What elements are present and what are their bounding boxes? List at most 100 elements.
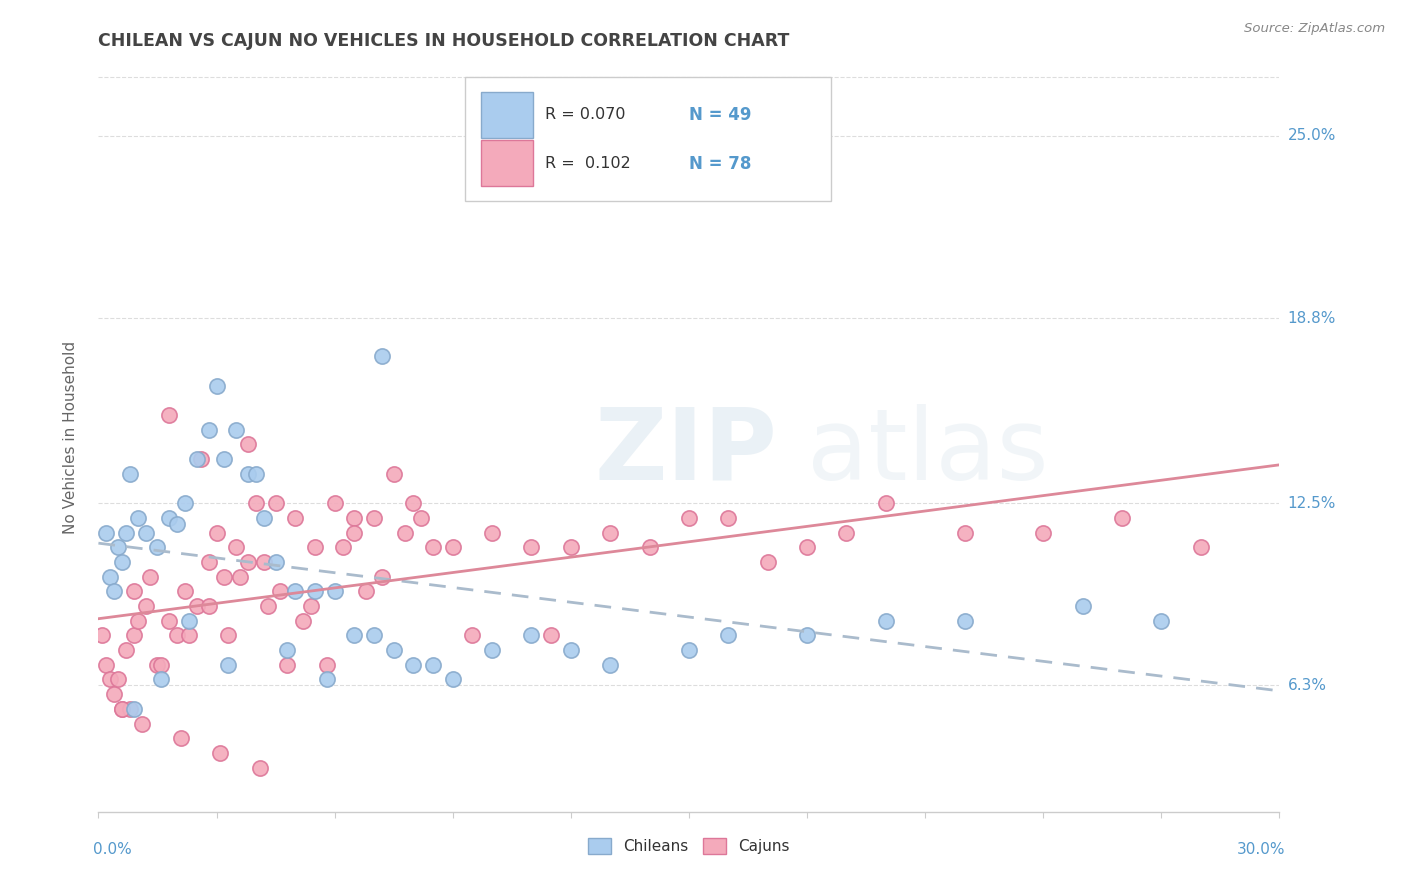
Text: N = 78: N = 78: [689, 154, 751, 172]
Point: [127, 614, 149, 628]
Point: [441, 541, 464, 555]
Point: [157, 511, 180, 525]
Point: [304, 541, 326, 555]
Text: CHILEAN VS CAJUN NO VEHICLES IN HOUSEHOLD CORRELATION CHART: CHILEAN VS CAJUN NO VEHICLES IN HOUSEHOL…: [98, 32, 790, 50]
Point: [678, 643, 700, 657]
Point: [540, 628, 562, 642]
Point: [253, 511, 276, 525]
Text: 6.3%: 6.3%: [1288, 678, 1327, 693]
Point: [236, 467, 259, 481]
Point: [276, 657, 298, 672]
Point: [343, 628, 366, 642]
Point: [402, 657, 425, 672]
Point: [138, 569, 160, 583]
Text: 0.0%: 0.0%: [93, 842, 131, 856]
Legend: Chileans, Cajuns: Chileans, Cajuns: [582, 832, 796, 860]
Y-axis label: No Vehicles in Household: No Vehicles in Household: [63, 341, 77, 533]
Point: [422, 541, 444, 555]
Point: [174, 584, 197, 599]
Point: [264, 496, 287, 510]
Point: [599, 657, 621, 672]
Point: [304, 584, 326, 599]
Point: [127, 511, 149, 525]
Point: [299, 599, 322, 613]
Point: [363, 511, 385, 525]
Point: [1071, 599, 1094, 613]
Point: [382, 643, 405, 657]
Point: [245, 467, 267, 481]
Point: [186, 452, 208, 467]
Point: [115, 643, 138, 657]
Point: [323, 584, 346, 599]
Point: [131, 716, 153, 731]
Text: Source: ZipAtlas.com: Source: ZipAtlas.com: [1244, 22, 1385, 36]
Point: [245, 496, 267, 510]
Point: [111, 555, 134, 569]
Text: 12.5%: 12.5%: [1288, 496, 1336, 511]
Point: [217, 657, 239, 672]
Point: [166, 516, 188, 531]
Point: [332, 541, 354, 555]
Point: [422, 657, 444, 672]
Text: 30.0%: 30.0%: [1237, 842, 1285, 856]
Point: [315, 657, 337, 672]
Point: [190, 452, 212, 467]
Point: [875, 496, 897, 510]
Text: ZIP: ZIP: [595, 403, 778, 500]
Point: [197, 423, 219, 437]
Point: [875, 614, 897, 628]
Point: [756, 555, 779, 569]
Point: [256, 599, 278, 613]
Point: [264, 555, 287, 569]
Point: [678, 511, 700, 525]
Point: [118, 467, 141, 481]
Point: [217, 628, 239, 642]
Point: [560, 643, 582, 657]
Point: [96, 525, 118, 540]
Point: [253, 555, 276, 569]
Point: [276, 643, 298, 657]
Point: [107, 673, 129, 687]
Point: [146, 541, 169, 555]
Point: [205, 378, 228, 392]
Point: [371, 569, 394, 583]
Text: N = 49: N = 49: [689, 106, 751, 124]
Point: [599, 525, 621, 540]
Point: [177, 614, 200, 628]
Point: [284, 584, 307, 599]
Point: [638, 541, 661, 555]
Point: [214, 452, 236, 467]
Point: [118, 702, 141, 716]
Point: [394, 525, 416, 540]
Text: atlas: atlas: [807, 403, 1049, 500]
Point: [98, 569, 121, 583]
Point: [135, 525, 157, 540]
Point: [122, 584, 145, 599]
Point: [166, 628, 188, 642]
Point: [343, 511, 366, 525]
Point: [111, 702, 134, 716]
Point: [214, 569, 236, 583]
Point: [354, 584, 377, 599]
Point: [150, 657, 173, 672]
FancyBboxPatch shape: [464, 78, 831, 201]
Point: [269, 584, 291, 599]
Point: [796, 628, 818, 642]
Point: [249, 761, 271, 775]
Point: [953, 525, 976, 540]
Point: [197, 555, 219, 569]
Point: [225, 541, 247, 555]
Point: [177, 628, 200, 642]
Point: [115, 525, 138, 540]
Point: [796, 541, 818, 555]
Point: [122, 702, 145, 716]
Point: [315, 673, 337, 687]
Point: [150, 673, 173, 687]
Text: R =  0.102: R = 0.102: [546, 156, 631, 171]
Point: [363, 628, 385, 642]
Point: [371, 349, 394, 363]
Point: [441, 673, 464, 687]
FancyBboxPatch shape: [481, 93, 533, 138]
Point: [157, 614, 180, 628]
Point: [343, 525, 366, 540]
